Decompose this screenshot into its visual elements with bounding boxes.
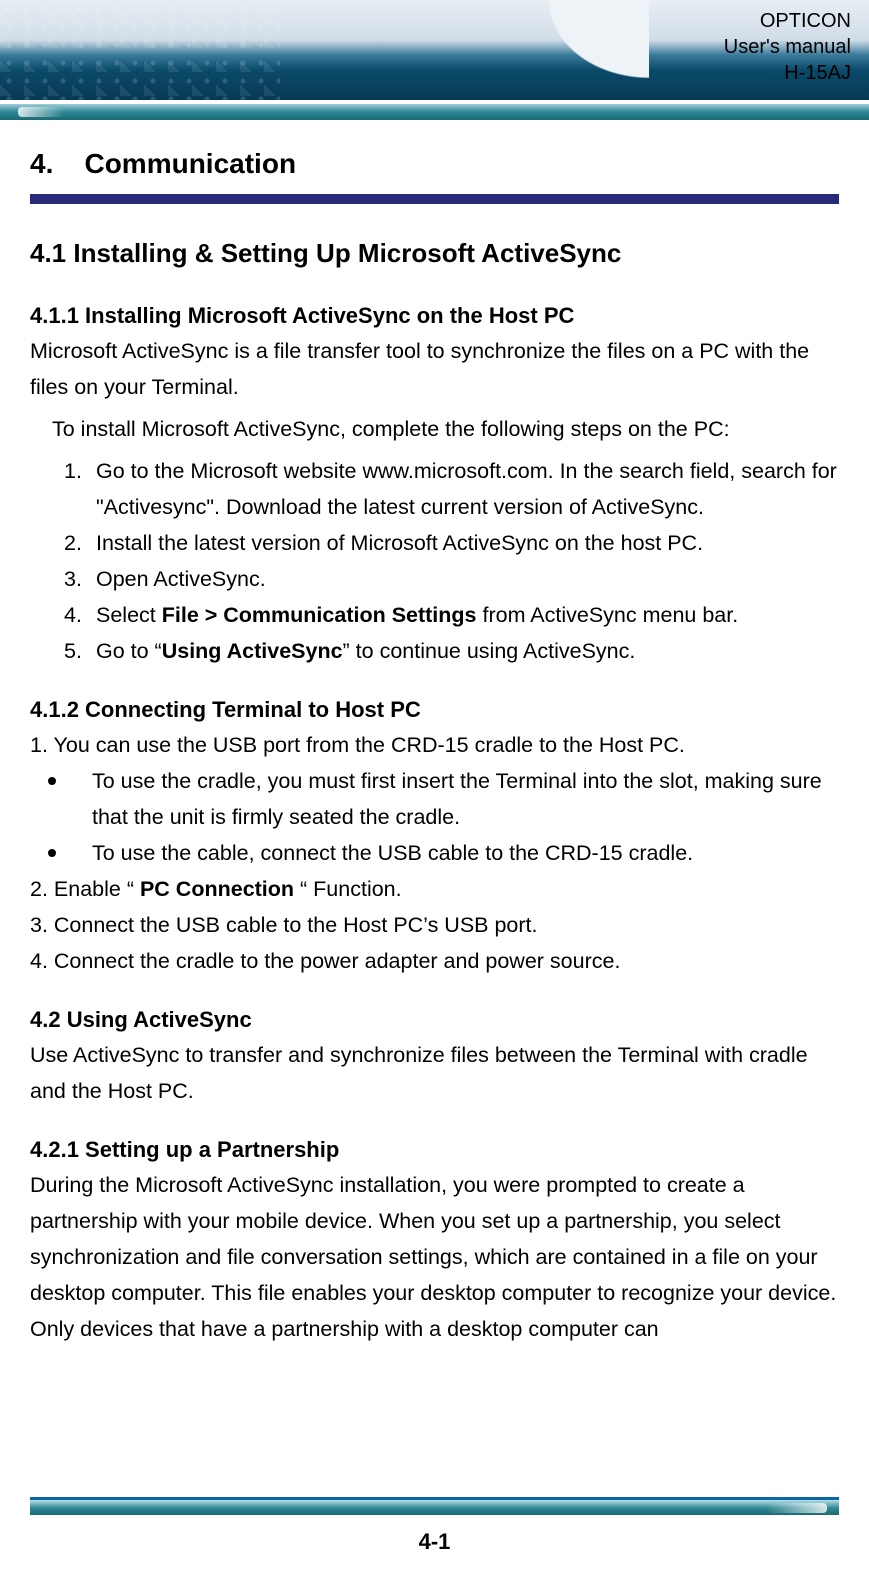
list-item: 4. Select File > Communication Settings … (64, 597, 839, 633)
heading-4-2-1: 4.2.1 Setting up a Partnership (30, 1137, 839, 1163)
header-subtitle: User's manual (724, 34, 851, 60)
heading-4-1: 4.1 Installing & Setting Up Microsoft Ac… (30, 238, 839, 269)
list-text-bold: File > Communication Settings (162, 603, 477, 627)
header-graphic-curve (389, 0, 649, 100)
list-number: 3. (64, 561, 82, 597)
section-rule (30, 194, 839, 204)
section-title: Communication (84, 148, 296, 179)
header-banner: OPTICON User's manual H-15AJ (0, 0, 869, 100)
list-number: 2. (64, 525, 82, 561)
list-number: 1. (64, 453, 82, 489)
heading-4-2: 4.2 Using ActiveSync (30, 1007, 839, 1033)
para-411-lead: To install Microsoft ActiveSync, complet… (30, 411, 839, 447)
list-text: Open ActiveSync. (96, 567, 266, 591)
list-text-bold: Using ActiveSync (162, 639, 343, 663)
heading-4-1-1: 4.1.1 Installing Microsoft ActiveSync on… (30, 303, 839, 329)
list-text: To use the cradle, you must first insert… (92, 769, 822, 829)
header-graphic-left (0, 0, 280, 100)
list-item: 5. Go to “Using ActiveSync” to continue … (64, 633, 839, 669)
list-number: 4. (64, 597, 82, 633)
list-item: To use the cradle, you must first insert… (30, 763, 839, 835)
para-411-intro: Microsoft ActiveSync is a file transfer … (30, 333, 839, 405)
list-text: To use the cable, connect the USB cable … (92, 841, 693, 865)
list-text-part: ” to continue using ActiveSync. (343, 639, 636, 663)
page-number: 4-1 (0, 1529, 869, 1555)
list-text: Go to the Microsoft website www.microsof… (96, 459, 837, 519)
header-model: H-15AJ (724, 60, 851, 86)
para-412-3: 3. Connect the USB cable to the Host PC’… (30, 907, 839, 943)
list-text-part: from ActiveSync menu bar. (477, 603, 739, 627)
heading-4-1-2: 4.1.2 Connecting Terminal to Host PC (30, 697, 839, 723)
para-412-1: 1. You can use the USB port from the CRD… (30, 727, 839, 763)
spacer (30, 669, 839, 697)
header-brand: OPTICON (724, 8, 851, 34)
list-item: To use the cable, connect the USB cable … (30, 835, 839, 871)
list-text-part: Select (96, 603, 162, 627)
list-text: Install the latest version of Microsoft … (96, 531, 703, 555)
para-42-1: Use ActiveSync to transfer and synchroni… (30, 1037, 839, 1109)
bullet-icon (48, 777, 56, 785)
bullet-icon (48, 849, 56, 857)
para-part: 2. Enable “ (30, 877, 140, 901)
section-number: 4. (30, 148, 53, 179)
ordered-list-411: 1. Go to the Microsoft website www.micro… (30, 453, 839, 669)
para-part: “ Function. (294, 877, 402, 901)
list-item: 3. Open ActiveSync. (64, 561, 839, 597)
spacer (30, 1109, 839, 1137)
list-number: 5. (64, 633, 82, 669)
footer-accent-bar (30, 1497, 839, 1515)
section-heading: 4. Communication (30, 148, 839, 180)
para-bold: PC Connection (140, 877, 294, 901)
list-text-part: Go to “ (96, 639, 162, 663)
para-412-4: 4. Connect the cradle to the power adapt… (30, 943, 839, 979)
page: OPTICON User's manual H-15AJ 4. Communic… (0, 0, 869, 1577)
para-421-1: During the Microsoft ActiveSync installa… (30, 1167, 839, 1347)
para-412-2: 2. Enable “ PC Connection “ Function. (30, 871, 839, 907)
content: 4. Communication 4.1 Installing & Settin… (0, 120, 869, 1347)
list-item: 1. Go to the Microsoft website www.micro… (64, 453, 839, 525)
list-item: 2. Install the latest version of Microso… (64, 525, 839, 561)
header-accent-bar (0, 104, 869, 120)
bullet-list-412: To use the cradle, you must first insert… (30, 763, 839, 871)
spacer (30, 979, 839, 1007)
header-text-block: OPTICON User's manual H-15AJ (724, 8, 851, 86)
